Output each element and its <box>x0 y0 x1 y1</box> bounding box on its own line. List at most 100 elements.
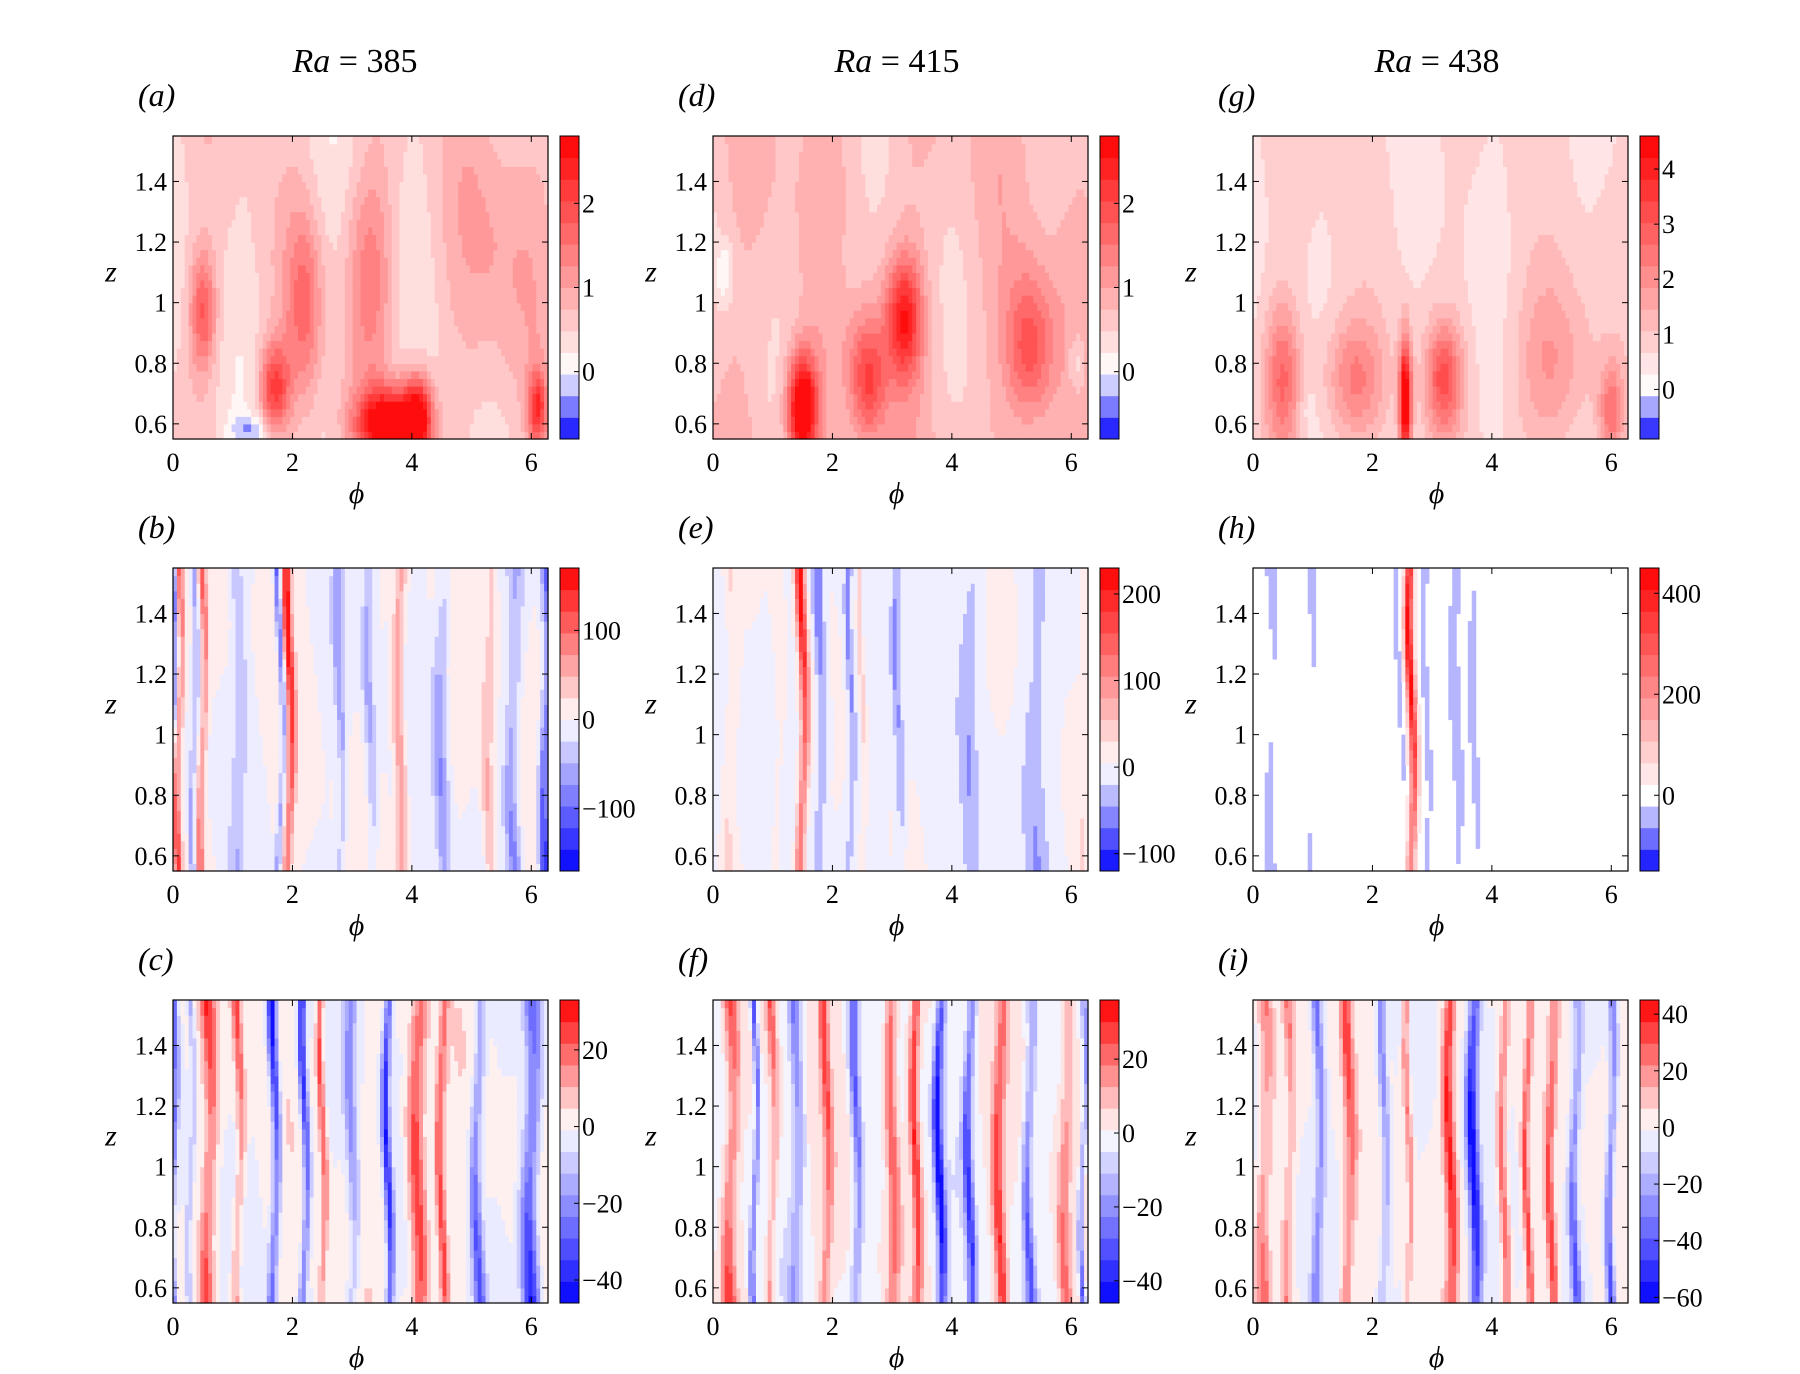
heatmap-cell <box>314 310 319 318</box>
heatmap-cell <box>220 227 225 235</box>
heatmap-cell <box>325 356 330 364</box>
heatmap-cell <box>290 227 295 235</box>
heatmap-cell <box>501 378 506 386</box>
heatmap-cell <box>536 280 541 288</box>
heatmap-cell <box>220 318 225 326</box>
heatmap-cell <box>181 576 186 584</box>
heatmap-cell <box>255 356 260 364</box>
heatmap-cell <box>255 674 260 682</box>
heatmap-cell <box>462 378 467 386</box>
heatmap-cell <box>532 272 537 280</box>
heatmap-cell <box>474 242 479 250</box>
heatmap-cell <box>247 401 252 409</box>
heatmap-cell <box>439 310 444 318</box>
heatmap-cell <box>392 189 397 197</box>
heatmap-cell <box>380 280 385 288</box>
heatmap-cell <box>193 712 198 720</box>
heatmap-cell <box>333 204 338 212</box>
heatmap-cell <box>478 234 483 242</box>
heatmap-cell <box>396 265 401 273</box>
heatmap-cell <box>259 333 264 341</box>
heatmap-cell <box>310 363 315 371</box>
heatmap-cell <box>220 810 225 818</box>
heatmap-cell <box>497 242 502 250</box>
heatmap-cell <box>349 151 354 159</box>
heatmap-cell <box>224 159 229 167</box>
heatmap-cell <box>251 234 256 242</box>
heatmap-cell <box>450 341 455 349</box>
heatmap-cell <box>427 257 432 265</box>
heatmap-cell <box>208 735 213 743</box>
heatmap-cell <box>325 174 330 182</box>
heatmap-cell <box>208 810 213 818</box>
heatmap-cell <box>329 151 334 159</box>
heatmap-cell <box>185 841 190 849</box>
heatmap-cell <box>232 181 237 189</box>
heatmap-cell <box>532 378 537 386</box>
heatmap-cell <box>439 219 444 227</box>
heatmap-cell <box>521 378 526 386</box>
heatmap-cell <box>497 174 502 182</box>
heatmap-cell <box>446 303 451 311</box>
heatmap-cell <box>450 151 455 159</box>
heatmap-cell <box>501 136 506 144</box>
heatmap-cell <box>290 348 295 356</box>
heatmap-cell <box>228 144 233 152</box>
heatmap-cell <box>443 341 448 349</box>
heatmap-cell <box>349 166 354 174</box>
heatmap-cell <box>185 227 190 235</box>
heatmap-cell <box>509 219 514 227</box>
heatmap-cell <box>388 272 393 280</box>
heatmap-cell <box>372 144 377 152</box>
heatmap-cell <box>364 303 369 311</box>
heatmap-cell <box>189 416 194 424</box>
heatmap-cell <box>200 780 205 788</box>
heatmap-cell <box>415 431 420 439</box>
heatmap-cell <box>528 371 533 379</box>
heatmap-cell <box>263 788 268 796</box>
heatmap-cell <box>392 159 397 167</box>
heatmap-cell <box>435 303 440 311</box>
heatmap-cell <box>298 151 303 159</box>
heatmap-cell <box>493 144 498 152</box>
heatmap-cell <box>423 166 428 174</box>
heatmap-cell <box>212 795 217 803</box>
heatmap-cell <box>189 204 194 212</box>
heatmap-cell <box>251 651 256 659</box>
heatmap-cell <box>282 136 287 144</box>
heatmap-cell <box>501 219 506 227</box>
heatmap-cell <box>181 689 186 697</box>
heatmap-cell <box>325 394 330 402</box>
heatmap-cell <box>286 212 291 220</box>
heatmap-cell <box>521 295 526 303</box>
heatmap-cell <box>251 636 256 644</box>
heatmap-cell <box>278 333 283 341</box>
heatmap-cell <box>181 666 186 674</box>
heatmap-cell <box>513 363 518 371</box>
heatmap-cell <box>239 159 244 167</box>
heatmap-cell <box>196 818 201 826</box>
heatmap-cell <box>212 704 217 712</box>
heatmap-cell <box>415 280 420 288</box>
heatmap-cell <box>353 401 358 409</box>
heatmap-cell <box>282 212 287 220</box>
heatmap-cell <box>505 424 510 432</box>
heatmap-cell <box>228 378 233 386</box>
heatmap-cell <box>259 174 264 182</box>
heatmap-cell <box>267 431 272 439</box>
heatmap-cell <box>357 386 362 394</box>
heatmap-cell <box>427 159 432 167</box>
heatmap-cell <box>501 197 506 205</box>
heatmap-cell <box>255 363 260 371</box>
heatmap-cell <box>528 333 533 341</box>
heatmap-cell <box>267 750 272 758</box>
heatmap-cell <box>521 386 526 394</box>
heatmap-cell <box>458 197 463 205</box>
heatmap-cell <box>239 431 244 439</box>
heatmap-cell <box>466 174 471 182</box>
heatmap-cell <box>462 310 467 318</box>
heatmap-cell <box>349 174 354 182</box>
heatmap-cell <box>329 181 334 189</box>
heatmap-cell <box>478 401 483 409</box>
heatmap-cell <box>454 166 459 174</box>
